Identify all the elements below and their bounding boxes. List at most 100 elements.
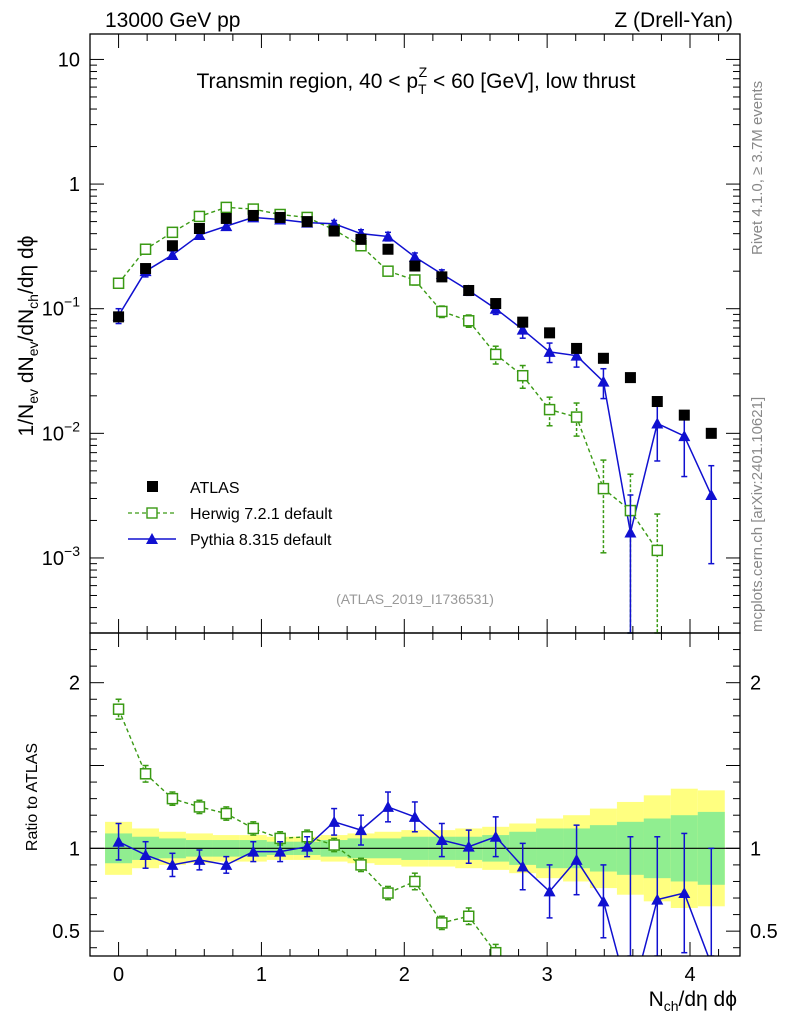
herwig-ratio-point (247, 822, 260, 835)
pythia-ratio-point (355, 824, 367, 836)
ratio-y-tick-label-right: 0.5 (750, 921, 778, 943)
pythia-ratio-point (274, 845, 287, 857)
atlas-point (436, 271, 448, 283)
x-tick-label: 2 (399, 964, 410, 986)
pythia-ratio-point (705, 958, 717, 969)
legend: ATLAS Herwig 7.2.1 default Pythia 8.315 … (128, 480, 333, 549)
energy-label: 13000 GeV pp (105, 9, 240, 32)
atlas-point (490, 298, 502, 310)
herwig-point (543, 403, 556, 416)
y-axis-label: 1/Nev dNev/dNch/dη dϕ (15, 236, 41, 437)
main-x-ticks (89, 34, 720, 633)
pythia-ratio-point (570, 853, 583, 865)
pythia-point (705, 489, 718, 501)
pythia-ratio-point (678, 887, 691, 899)
herwig-ratio-point (489, 946, 502, 956)
atlas-point (517, 316, 529, 328)
pythia-ratio-point (651, 893, 664, 905)
atlas-point (678, 409, 690, 421)
x-axis-label: Nch/dη dϕ (649, 988, 737, 1014)
pythia-point (651, 417, 664, 429)
ratio-y-tick-label-right: 2 (750, 673, 761, 695)
atlas-point (113, 311, 125, 323)
herwig-ratio-point (220, 807, 233, 820)
ratio-y-ticks: 0.5 0.5 1 1 2 2 (52, 632, 778, 949)
pythia-point (516, 323, 529, 335)
analysis-watermark: (ATLAS_2019_I1736531) (336, 591, 494, 607)
pythia-point (166, 248, 179, 260)
pythia-point (570, 349, 583, 361)
process-label: Z (Drell-Yan) (614, 9, 733, 32)
herwig-point (220, 201, 233, 214)
herwig-ratio-point (193, 801, 206, 813)
ratio-x-ticks: 0 1 2 3 4 (89, 633, 720, 986)
herwig-point (651, 544, 664, 557)
atlas-point (247, 209, 259, 221)
herwig-ratio-point (166, 792, 179, 805)
atlas-point (328, 225, 340, 237)
legend-herwig-marker (146, 507, 158, 519)
ratio-y-tick-label: 0.5 (52, 921, 80, 943)
ratio-panel: 0 1 2 3 4 0.5 0.5 1 1 2 2 Ratio to ATLAS Nch/dη d… (24, 632, 778, 1014)
pythia-ratio-point (112, 835, 125, 847)
herwig-point (570, 411, 583, 423)
x-tick-label: 4 (684, 964, 695, 986)
herwig-ratio-point (139, 768, 152, 780)
pythia-ratio-point (462, 840, 475, 852)
atlas-point (274, 211, 286, 223)
atlas-point (544, 327, 556, 339)
pythia-point (597, 375, 610, 387)
herwig-line (118, 206, 658, 551)
pythia-point (678, 430, 691, 442)
x-tick-label: 1 (256, 964, 267, 986)
herwig-point (112, 277, 125, 290)
herwig-point (166, 226, 179, 239)
atlas-point (355, 233, 367, 245)
x-tick-label: 0 (113, 964, 124, 986)
y-tick-label: 1 (69, 174, 80, 196)
ratio-y-tick-label-right: 1 (750, 838, 761, 860)
main-frame (89, 33, 741, 634)
pythia-ratio-point (247, 845, 260, 857)
pythia-ratio-point (382, 800, 394, 812)
x-tick-label: 3 (542, 964, 553, 986)
legend-atlas-label: ATLAS (190, 480, 240, 497)
pythia-ratio-point (193, 853, 206, 865)
ratio-y-tick-label: 2 (69, 673, 80, 695)
ratio-clipped-group (112, 698, 717, 1007)
pythia-ratio-point (516, 860, 529, 872)
atlas-point (651, 396, 663, 408)
ratio-frame (89, 632, 741, 957)
pythia-point (543, 345, 556, 357)
y-tick-label: 10−2 (42, 418, 80, 445)
atlas-point (571, 342, 583, 354)
rivet-label: Rivet 4.1.0, ≥ 3.7M events (749, 81, 766, 255)
atlas-point (220, 212, 232, 224)
y-tick-label: 10 (58, 49, 80, 71)
legend-atlas-marker (147, 481, 158, 492)
herwig-ratio-point (382, 887, 394, 899)
y-tick-label: 10−1 (42, 294, 80, 321)
pythia-ratio-point (139, 848, 152, 860)
legend-pythia-marker (146, 533, 158, 544)
pythia-point (193, 229, 206, 241)
atlas-point (140, 263, 152, 275)
herwig-point (409, 274, 421, 286)
pythia-ratio-point (166, 858, 179, 870)
atlas-point (166, 240, 178, 252)
herwig-point (462, 315, 475, 327)
pythia-ratio-point (624, 996, 636, 1007)
legend-herwig-label: Herwig 7.2.1 default (190, 506, 333, 523)
ratio-y-axis-label: Ratio to ATLAS (24, 743, 41, 851)
main-panel: 10−3 10−2 10−1 1 10 Transmin region, 40 < pT… (15, 33, 741, 634)
herwig-point (597, 482, 610, 495)
y-tick-label: 10−3 (42, 543, 80, 570)
herwig-ratio-point (409, 875, 421, 888)
herwig-point (436, 305, 448, 318)
atlas-point (597, 352, 609, 364)
herwig-ratio-point (462, 910, 475, 922)
pythia-ratio-point (543, 885, 556, 897)
pythia-ratio-point (220, 858, 233, 870)
ratio-y-tick-label: 1 (69, 838, 80, 860)
